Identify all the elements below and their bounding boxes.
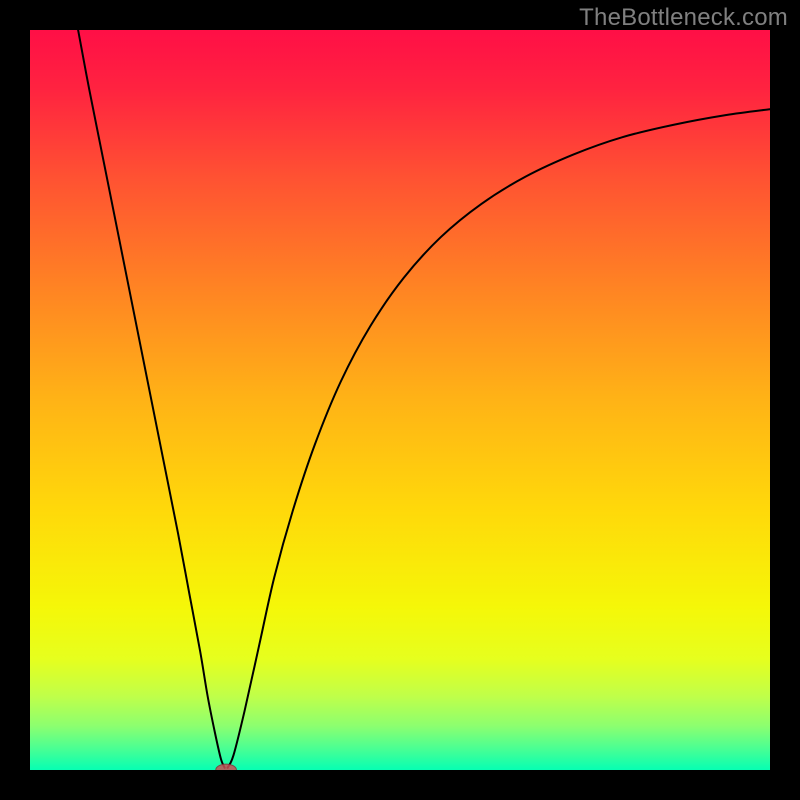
series-right-branch [228,109,770,768]
series-left-branch [78,30,225,768]
curve-layer [30,30,770,770]
plot-area [30,30,770,770]
chart-container: TheBottleneck.com [0,0,800,800]
vertex-marker [216,764,237,770]
watermark-text: TheBottleneck.com [579,4,788,32]
